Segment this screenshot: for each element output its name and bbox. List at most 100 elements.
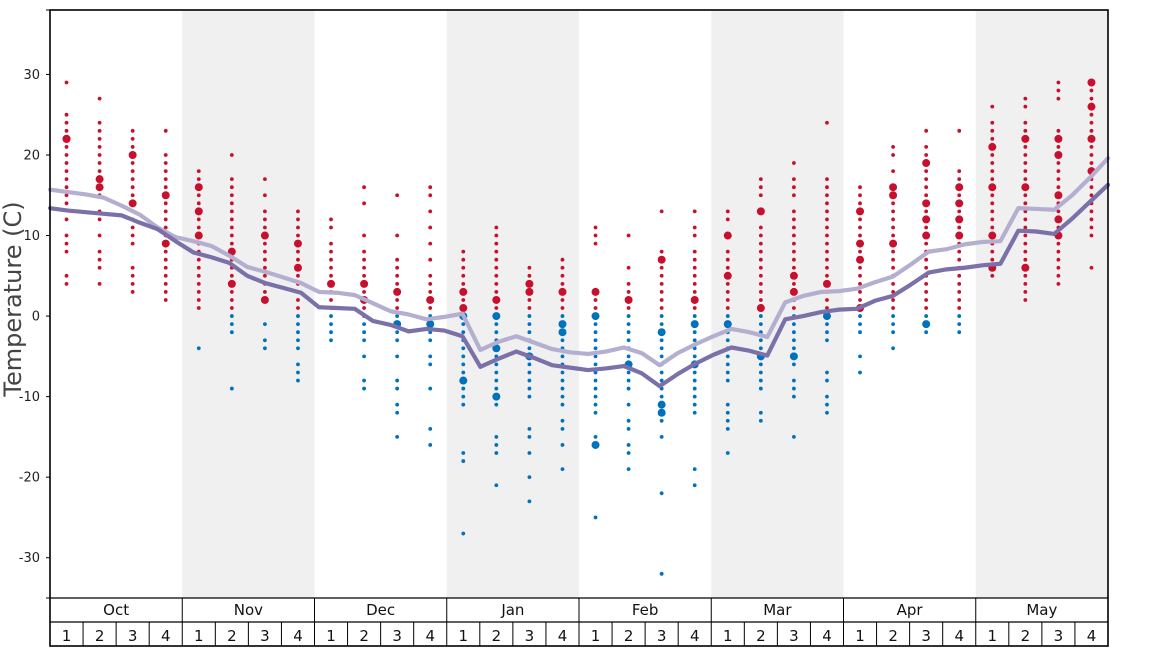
data-point <box>362 330 366 335</box>
data-point <box>194 183 203 192</box>
data-point <box>527 426 532 431</box>
data-point <box>792 161 796 165</box>
data-point <box>196 193 201 198</box>
data-point <box>659 249 664 254</box>
data-point <box>626 281 631 286</box>
data-point <box>560 386 565 391</box>
data-point <box>891 233 895 238</box>
data-point <box>1056 145 1061 149</box>
data-point <box>64 249 69 254</box>
data-point <box>296 330 300 335</box>
data-point <box>1056 185 1061 190</box>
data-point <box>690 320 699 329</box>
data-point <box>725 362 730 367</box>
data-point <box>593 241 598 246</box>
data-point <box>494 225 499 230</box>
week-label: 2 <box>492 627 502 645</box>
data-point <box>626 290 631 294</box>
data-point <box>1087 102 1096 111</box>
data-point <box>692 249 697 254</box>
data-point <box>659 378 664 383</box>
data-point <box>1054 191 1063 200</box>
data-point <box>97 153 102 157</box>
data-point <box>461 298 466 302</box>
data-point <box>659 281 664 286</box>
data-point <box>626 233 631 238</box>
data-point <box>1056 169 1061 173</box>
data-point <box>990 217 995 222</box>
data-point <box>593 346 598 351</box>
data-point <box>229 225 234 230</box>
data-point <box>426 295 435 304</box>
data-point <box>560 338 565 343</box>
data-point <box>825 265 829 270</box>
data-point <box>1089 161 1094 165</box>
y-axis: -30 -20 -10 0 10 20 30 <box>19 9 50 599</box>
data-point <box>459 304 468 313</box>
data-point <box>494 443 499 447</box>
data-point <box>825 378 829 383</box>
data-point <box>329 330 333 335</box>
data-point <box>296 273 300 278</box>
data-point <box>1023 104 1028 109</box>
data-point <box>461 249 466 254</box>
data-point <box>64 80 69 85</box>
data-point <box>955 215 964 224</box>
data-point <box>395 338 400 343</box>
data-point <box>1089 145 1094 149</box>
data-point <box>725 249 730 254</box>
data-point <box>1023 217 1028 222</box>
data-point <box>1023 161 1028 165</box>
data-point <box>659 322 664 327</box>
month-label-jan: Jan <box>500 601 524 619</box>
data-point <box>130 225 135 230</box>
data-point <box>1023 249 1028 254</box>
data-point <box>822 312 831 321</box>
data-point <box>95 183 104 192</box>
data-point <box>955 231 964 240</box>
data-point <box>692 306 697 310</box>
data-point <box>362 249 366 254</box>
data-point <box>494 306 499 310</box>
data-point <box>659 338 664 343</box>
data-point <box>329 241 333 246</box>
data-point <box>758 338 763 343</box>
data-point <box>924 241 929 246</box>
data-point <box>428 362 433 367</box>
data-point <box>494 435 499 439</box>
data-point <box>95 175 104 184</box>
data-point <box>593 306 598 310</box>
data-point <box>957 128 962 133</box>
data-point <box>856 239 865 248</box>
data-point <box>758 257 763 262</box>
data-point <box>725 209 730 214</box>
data-point <box>758 418 763 423</box>
data-point <box>461 354 466 359</box>
data-point <box>1023 120 1028 125</box>
data-point <box>494 362 499 367</box>
data-point <box>163 249 168 254</box>
data-point <box>858 322 862 327</box>
data-point <box>163 257 168 262</box>
data-point <box>560 443 565 447</box>
data-point <box>725 338 730 343</box>
data-point <box>560 273 565 278</box>
data-point <box>296 217 300 222</box>
data-point <box>461 531 466 536</box>
data-point <box>924 145 929 149</box>
data-point <box>64 169 69 173</box>
data-point <box>163 290 168 294</box>
data-point <box>260 295 269 304</box>
month-shade-bands <box>182 10 1108 598</box>
data-point <box>558 328 567 337</box>
data-point <box>130 281 135 286</box>
data-point <box>329 217 333 222</box>
week-label: 3 <box>525 627 535 645</box>
data-point <box>692 370 697 375</box>
data-point <box>758 322 763 327</box>
data-point <box>1023 225 1028 230</box>
data-point <box>494 370 499 375</box>
data-point <box>296 346 300 351</box>
data-point <box>792 209 796 214</box>
